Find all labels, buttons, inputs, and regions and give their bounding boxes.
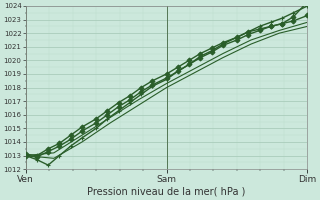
X-axis label: Pression niveau de la mer( hPa ): Pression niveau de la mer( hPa ) (87, 187, 246, 197)
